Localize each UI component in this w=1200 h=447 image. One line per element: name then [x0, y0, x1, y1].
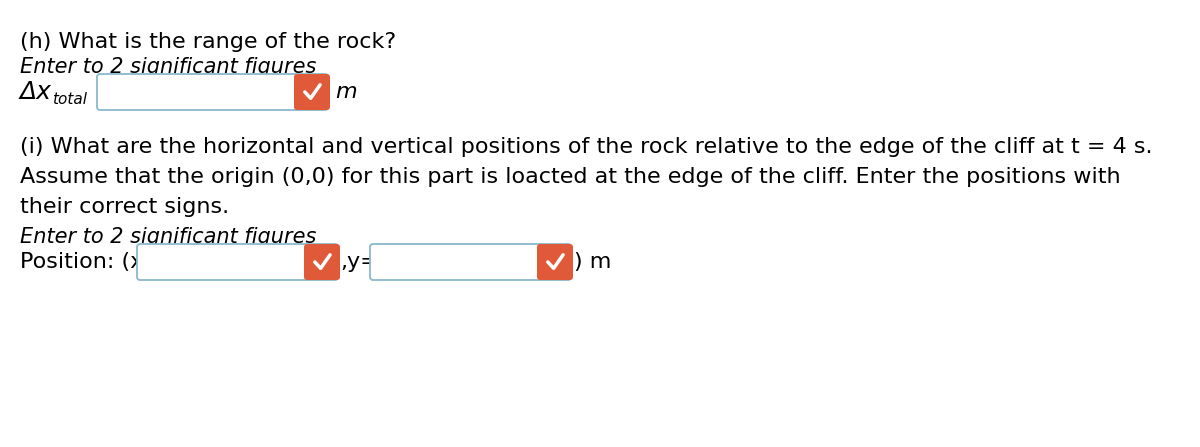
- Text: Δx: Δx: [20, 80, 52, 104]
- Text: ) m: ) m: [574, 252, 611, 272]
- Text: ,y=: ,y=: [340, 252, 379, 272]
- FancyBboxPatch shape: [304, 244, 340, 280]
- FancyBboxPatch shape: [294, 74, 330, 110]
- Text: total: total: [52, 92, 88, 106]
- Text: Enter to 2 significant figures: Enter to 2 significant figures: [20, 57, 317, 77]
- Text: their correct signs.: their correct signs.: [20, 197, 229, 217]
- Text: (i) What are the horizontal and vertical positions of the rock relative to the e: (i) What are the horizontal and vertical…: [20, 137, 1152, 157]
- Text: m: m: [335, 82, 356, 102]
- Text: Assume that the origin (0,0) for this part is loacted at the edge of the cliff. : Assume that the origin (0,0) for this pa…: [20, 167, 1121, 187]
- Text: Position: (x=: Position: (x=: [20, 252, 162, 272]
- FancyBboxPatch shape: [370, 244, 571, 280]
- Text: (h) What is the range of the rock?: (h) What is the range of the rock?: [20, 32, 396, 52]
- FancyBboxPatch shape: [137, 244, 338, 280]
- FancyBboxPatch shape: [538, 244, 574, 280]
- Text: Enter to 2 significant figures: Enter to 2 significant figures: [20, 227, 317, 247]
- FancyBboxPatch shape: [97, 74, 328, 110]
- Text: =: =: [102, 80, 122, 104]
